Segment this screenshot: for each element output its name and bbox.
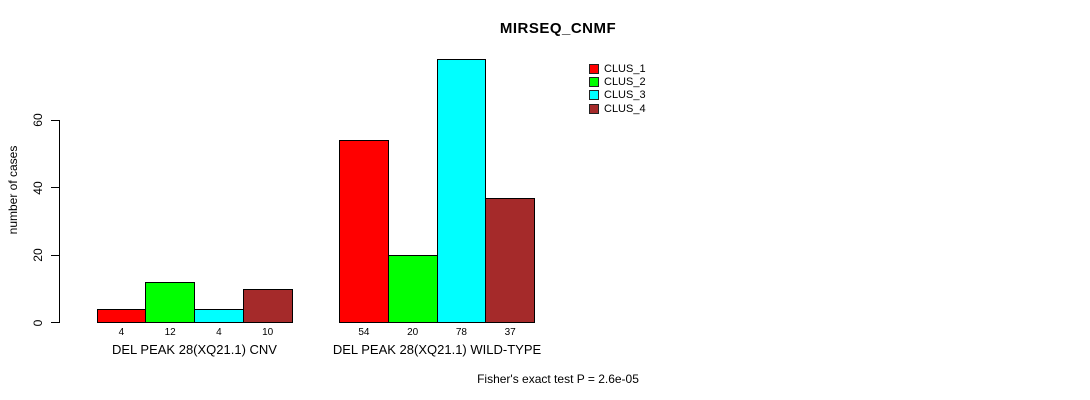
legend-swatch-clus_2	[589, 76, 599, 87]
bar-value-label: 12	[164, 327, 176, 338]
y-axis-tick	[51, 187, 59, 188]
bar-value-label: 10	[262, 327, 274, 338]
y-axis-title: number of cases	[6, 145, 20, 235]
y-axis-tick-label: 20	[31, 248, 45, 262]
bar-clus_4-group2	[485, 197, 535, 323]
bar-clus_3-group1	[194, 309, 244, 323]
bar-clus_2-group1	[145, 282, 195, 323]
legend-label: CLUS_1	[604, 62, 646, 75]
bar-clus_3-group2	[436, 59, 487, 323]
legend-item: CLUS_1	[589, 62, 646, 75]
y-axis-tick	[51, 322, 59, 323]
legend-swatch-clus_1	[589, 63, 599, 74]
legend-swatch-clus_4	[589, 103, 599, 114]
chart-title: MIRSEQ_CNMF	[499, 20, 617, 37]
category-label: DEL PEAK 28(XQ21.1) WILD-TYPE	[332, 341, 542, 357]
y-axis-line	[59, 120, 60, 323]
legend-label: CLUS_2	[604, 75, 646, 88]
bar-clus_4-group1	[242, 288, 293, 323]
legend-item: CLUS_2	[589, 75, 646, 88]
y-axis-tick-label: 60	[31, 113, 45, 127]
statistical-test-annotation: Fisher's exact test P = 2.6e-05	[477, 372, 639, 386]
category-label: DEL PEAK 28(XQ21.1) CNV	[112, 341, 277, 357]
bar-value-label: 4	[216, 327, 222, 338]
y-axis-tick-label: 0	[31, 319, 45, 326]
legend-item: CLUS_3	[589, 89, 646, 102]
bar-value-label: 37	[504, 327, 516, 338]
bar-value-label: 54	[358, 327, 370, 338]
bar-clus_1-group2	[339, 140, 389, 323]
y-axis-tick	[51, 119, 59, 121]
y-axis-tick-label: 40	[31, 180, 45, 195]
legend-item: CLUS_4	[589, 102, 646, 115]
legend-label: CLUS_4	[604, 102, 646, 115]
legend-label: CLUS_3	[604, 89, 646, 102]
y-axis-tick	[51, 254, 59, 256]
legend: CLUS_1 CLUS_2 CLUS_3 CLUS_4	[589, 62, 646, 115]
bar-value-label: 4	[118, 327, 125, 338]
bar-value-label: 20	[407, 327, 419, 338]
bar-clus_2-group2	[387, 255, 438, 323]
bar-value-label: 78	[455, 327, 467, 338]
legend-swatch-clus_3	[589, 90, 599, 101]
bar-clus_1-group1	[96, 309, 147, 323]
